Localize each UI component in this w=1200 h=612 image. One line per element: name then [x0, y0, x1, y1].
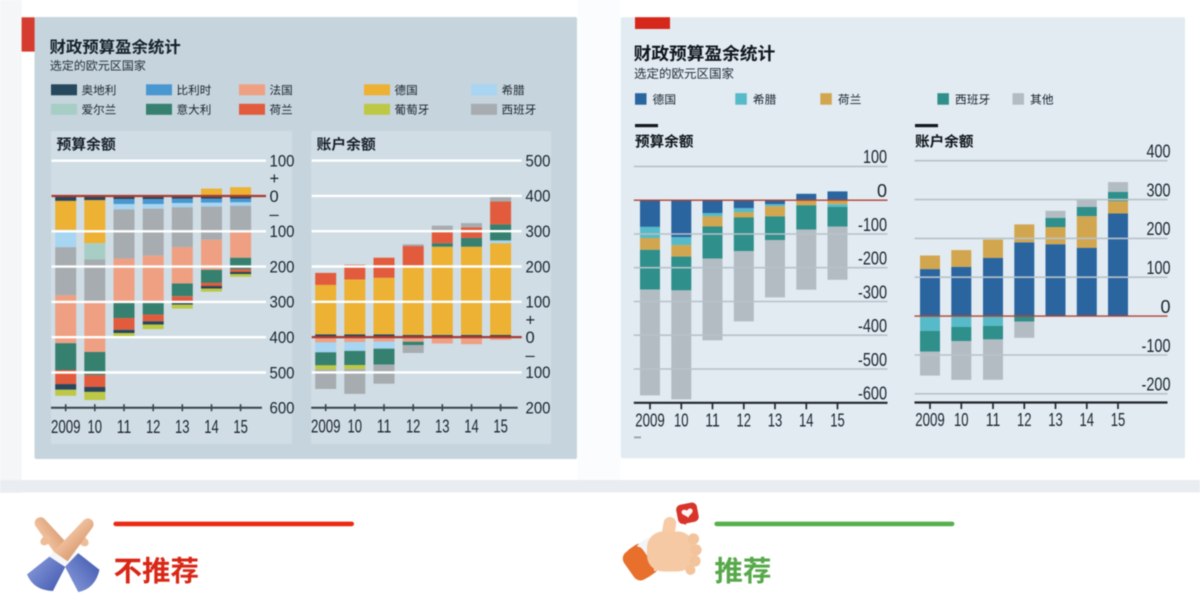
svg-text:-100: -100 — [1142, 336, 1171, 356]
svg-text:2009: 2009 — [915, 410, 945, 430]
svg-text:300: 300 — [270, 294, 295, 312]
svg-text:14: 14 — [799, 410, 814, 430]
svg-text:200: 200 — [526, 258, 551, 276]
svg-text:12: 12 — [146, 417, 161, 437]
svg-text:12: 12 — [737, 410, 752, 430]
svg-text:200: 200 — [270, 258, 295, 276]
svg-text:-200: -200 — [858, 249, 887, 269]
svg-text:10: 10 — [88, 417, 103, 437]
svg-text:15: 15 — [1111, 410, 1126, 430]
svg-text:-600: -600 — [858, 384, 887, 404]
svg-text:400: 400 — [1147, 142, 1171, 162]
svg-text:11: 11 — [377, 417, 392, 437]
svg-text:12: 12 — [1017, 410, 1032, 430]
svg-text:+: + — [526, 311, 536, 329]
svg-text:15: 15 — [830, 410, 845, 430]
svg-text:–: – — [270, 206, 280, 224]
svg-text:14: 14 — [204, 417, 219, 437]
svg-text:600: 600 — [270, 400, 295, 418]
svg-text:-300: -300 — [858, 282, 887, 302]
svg-text:100: 100 — [1147, 258, 1171, 278]
svg-text:0: 0 — [877, 181, 887, 201]
svg-text:500: 500 — [526, 152, 551, 170]
svg-text:10: 10 — [954, 410, 969, 430]
svg-text:13: 13 — [768, 410, 783, 430]
svg-text:0: 0 — [1160, 297, 1170, 317]
svg-text:2009: 2009 — [635, 410, 665, 430]
svg-text:100: 100 — [526, 294, 551, 312]
svg-text:10: 10 — [674, 410, 689, 430]
svg-text:-500: -500 — [858, 350, 887, 370]
svg-text:500: 500 — [270, 364, 295, 382]
svg-text:-200: -200 — [1142, 375, 1171, 395]
svg-text:10: 10 — [348, 417, 363, 437]
svg-text:-100: -100 — [858, 215, 887, 235]
svg-text:13: 13 — [435, 417, 450, 437]
svg-text:14: 14 — [1080, 410, 1095, 430]
svg-text:300: 300 — [526, 223, 551, 241]
svg-text:–: – — [526, 347, 536, 365]
svg-text:11: 11 — [117, 417, 132, 437]
svg-text:100: 100 — [863, 147, 887, 167]
svg-text:2009: 2009 — [51, 417, 81, 437]
svg-text:400: 400 — [526, 188, 551, 206]
svg-text:15: 15 — [493, 417, 508, 437]
svg-text:200: 200 — [1147, 219, 1171, 239]
svg-text:15: 15 — [233, 417, 248, 437]
svg-text:100: 100 — [270, 223, 295, 241]
svg-text:0: 0 — [270, 188, 279, 206]
svg-text:-400: -400 — [858, 316, 887, 336]
svg-text:100: 100 — [526, 364, 551, 382]
svg-text:200: 200 — [526, 400, 551, 418]
svg-text:13: 13 — [1048, 410, 1063, 430]
svg-text:13: 13 — [175, 417, 190, 437]
svg-text:11: 11 — [986, 410, 1001, 430]
svg-text:11: 11 — [705, 410, 720, 430]
svg-text:+: + — [270, 170, 280, 188]
svg-text:12: 12 — [406, 417, 421, 437]
svg-text:300: 300 — [1147, 180, 1171, 200]
svg-text:2009: 2009 — [311, 417, 341, 437]
svg-text:14: 14 — [464, 417, 479, 437]
svg-text:100: 100 — [270, 153, 295, 171]
svg-text:0: 0 — [526, 329, 535, 347]
svg-text:400: 400 — [270, 329, 295, 347]
